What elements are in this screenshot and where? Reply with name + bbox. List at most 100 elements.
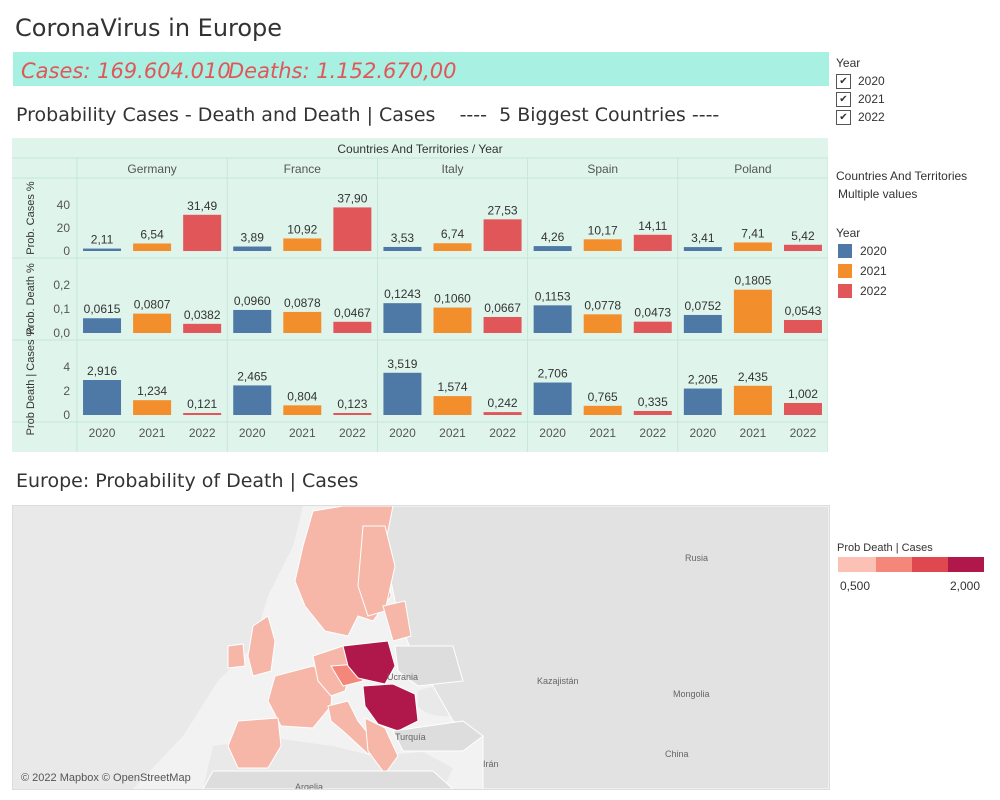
color-scale-title: Prob Death | Cases (837, 542, 933, 554)
bar-value-label: 2,11 (91, 233, 114, 247)
bar-value-label: 0,0667 (484, 301, 521, 315)
row-axis-label: Prob Death | Cases % (25, 326, 37, 435)
x-tick-label: 2020 (539, 426, 566, 440)
bar-spain-2020 (533, 305, 572, 333)
country-header: Poland (734, 162, 771, 176)
y-tick-label: 4 (63, 360, 70, 374)
bar-spain-2021 (583, 314, 622, 333)
deaths-total: Deaths: 1.152.670,00 (228, 59, 457, 83)
bar-poland-2020 (683, 388, 722, 415)
y-tick-label: 0,1 (53, 302, 70, 316)
color-scale-max: 2,000 (950, 579, 981, 593)
map-label-turkey: Turquía (395, 732, 426, 742)
bar-germany-2020 (83, 318, 122, 333)
bar-italy-2022 (483, 219, 522, 251)
map-canvas[interactable] (13, 506, 829, 789)
year-filter-2021[interactable]: ✔ 2021 (836, 92, 916, 108)
bar-france-2020 (233, 246, 272, 251)
y-tick-label: 40 (57, 198, 71, 212)
totals-banner: Cases: 169.604.010 Deaths: 1.152.670,00 (13, 52, 829, 86)
bar-value-label: 6,54 (140, 227, 164, 241)
bar-spain-2022 (633, 321, 672, 333)
bar-value-label: 4,26 (541, 230, 565, 244)
bar-value-label: 10,92 (287, 222, 317, 236)
bar-value-label: 27,53 (488, 203, 518, 217)
bar-poland-2022 (783, 319, 822, 333)
bar-value-label: 2,916 (87, 364, 117, 378)
map-label-iran: Irán (483, 759, 499, 769)
x-tick-label: 2022 (189, 426, 216, 440)
bar-value-label: 0,242 (488, 396, 518, 410)
bar-value-label: 0,0615 (84, 302, 121, 316)
bar-value-label: 3,53 (391, 231, 415, 245)
bar-chart: Countries And Territories / Year Germany F… (12, 142, 828, 452)
bar-value-label: 3,89 (241, 231, 265, 245)
bar-poland-2022 (783, 402, 822, 415)
bar-italy-2020 (383, 303, 422, 333)
checkbox-icon[interactable]: ✔ (836, 74, 851, 89)
bar-value-label: 0,123 (337, 397, 367, 411)
x-tick-label: 2021 (289, 426, 316, 440)
x-tick-label: 2021 (740, 426, 767, 440)
map-label-russia: Rusia (685, 553, 709, 563)
cases-total: Cases: 169.604.010 (21, 59, 231, 83)
checkbox-icon[interactable]: ✔ (836, 110, 851, 125)
bar-value-label: 14,11 (638, 219, 667, 233)
map-label-mongolia: Mongolia (673, 689, 710, 699)
legend-label: 2022 (860, 284, 887, 298)
x-tick-label: 2021 (139, 426, 166, 440)
year-filter-2020[interactable]: ✔ 2020 (836, 74, 916, 90)
bar-value-label: 5,42 (791, 229, 815, 243)
map-copyright[interactable]: © 2022 Mapbox © OpenStreetMap (21, 772, 191, 784)
bar-value-label: 2,706 (538, 367, 568, 381)
bar-germany-2020 (83, 248, 122, 251)
bar-value-label: 0,0752 (684, 299, 721, 313)
legend-label: 2021 (860, 264, 887, 278)
bar-value-label: 0,1060 (434, 292, 471, 306)
bar-spain-2021 (583, 239, 622, 251)
year-filter-label: 2020 (858, 74, 885, 88)
color-scale-bar (838, 557, 984, 574)
bar-poland-2020 (683, 247, 722, 251)
bar-spain-2022 (633, 410, 672, 415)
bar-spain-2020 (533, 382, 572, 415)
row-axis-label: Prob. Death % (25, 263, 37, 335)
bar-germany-2022 (183, 323, 222, 333)
bar-value-label: 37,90 (337, 191, 367, 205)
y-tick-label: 2 (63, 384, 70, 398)
checkbox-icon[interactable]: ✔ (836, 92, 851, 107)
europe-map[interactable]: Rusia Ucrania Kazajistán Mongolia Turquí… (12, 505, 830, 790)
bar-poland-2021 (733, 289, 772, 333)
year-filter-label: 2021 (858, 92, 885, 106)
bar-france-2021 (283, 238, 322, 251)
x-tick-label: 2021 (439, 426, 466, 440)
bar-france-2020 (233, 309, 272, 333)
year-filter-title: Year (836, 56, 861, 70)
bar-value-label: 0,0473 (634, 306, 671, 320)
bar-value-label: 0,0878 (284, 296, 321, 310)
bar-value-label: 0,0778 (584, 298, 621, 312)
bar-value-label: 0,0807 (134, 298, 171, 312)
bar-value-label: 0,335 (638, 395, 668, 409)
countries-filter-title: Countries And Territories (836, 169, 968, 183)
color-scale-step (948, 557, 984, 572)
color-scale-step (876, 557, 912, 572)
legend-label: 2020 (860, 244, 887, 258)
year-filter-2022[interactable]: ✔ 2022 (836, 110, 916, 126)
map-label-china: China (665, 749, 689, 759)
countries-filter-value[interactable]: Multiple values (838, 187, 918, 201)
legend-swatch (838, 244, 852, 258)
bar-value-label: 0,1243 (384, 287, 421, 301)
bar-value-label: 2,435 (738, 370, 768, 384)
bar-italy-2022 (483, 412, 522, 415)
x-tick-label: 2022 (489, 426, 516, 440)
y-tick-label: 20 (57, 221, 71, 235)
bar-italy-2021 (433, 307, 472, 333)
legend-swatch (838, 264, 852, 278)
bar-germany-2021 (133, 313, 172, 333)
bar-germany-2022 (183, 413, 222, 415)
bar-germany-2021 (133, 243, 172, 251)
y-tick-label: 0,2 (53, 278, 70, 292)
bar-poland-2020 (683, 314, 722, 333)
bar-france-2022 (333, 207, 372, 251)
